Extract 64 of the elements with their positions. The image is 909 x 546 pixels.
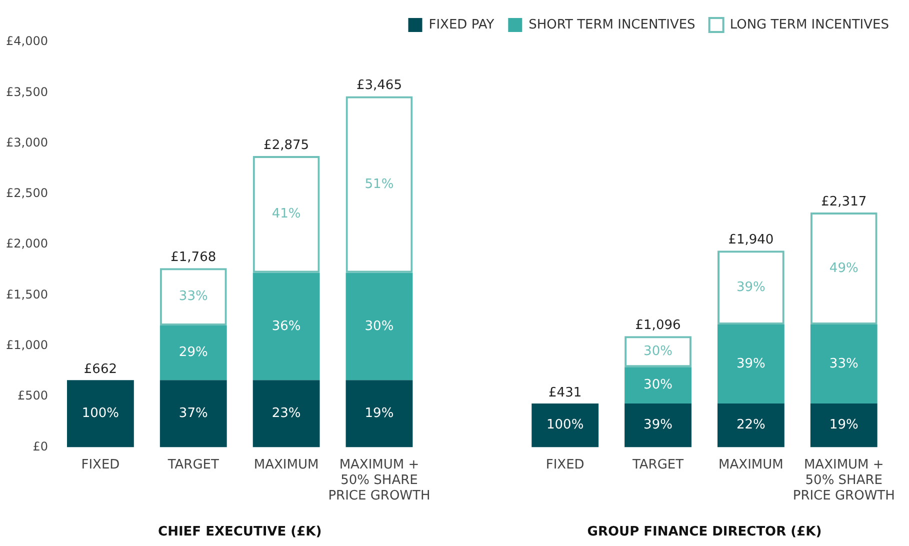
bar (624, 367, 692, 404)
annotation: 51% (364, 176, 394, 192)
total-label: £3,465 (356, 78, 402, 94)
bar (252, 380, 320, 448)
y-tick-label: £500 (17, 388, 48, 403)
annotation: 30% (364, 318, 394, 334)
bar (346, 272, 413, 380)
total-label: £1,940 (728, 232, 774, 248)
x-tick-label: MAXIMUM + 50% SHARE PRICE GROWTH (328, 457, 430, 504)
annotation: 30% (644, 344, 672, 359)
x-tick-label: FIXED (81, 457, 120, 472)
bar (160, 380, 227, 448)
total-label: £1,768 (170, 250, 216, 265)
bar (810, 324, 878, 404)
total-label: £662 (84, 362, 117, 378)
annotation: 23% (272, 406, 301, 422)
x-tick-label: FIXED (546, 457, 584, 472)
annotation: 33% (178, 289, 208, 304)
y-tick-label: £1,000 (6, 338, 48, 352)
annotation: 29% (178, 345, 208, 360)
annotation: 49% (829, 260, 858, 276)
legend-label: FIXED PAY (428, 17, 494, 32)
annotation: 19% (829, 418, 858, 433)
annotation: 39% (736, 356, 766, 372)
text: GROUP FINANCE DIRECTOR (£K) (587, 524, 822, 540)
annotation: 36% (272, 318, 301, 334)
annotation: 22% (736, 418, 766, 433)
total-label: £2,317 (821, 194, 867, 210)
bar (346, 380, 413, 448)
text: CHIEF EXECUTIVE (£K) (158, 524, 322, 540)
legend-label: LONG TERM INCENTIVES (730, 17, 889, 32)
total-label: £2,875 (264, 138, 310, 153)
annotation: 33% (829, 356, 858, 372)
y-tick-label: £2,000 (6, 236, 48, 251)
y-tick-label: £2,500 (6, 186, 48, 200)
annotation: 39% (736, 280, 766, 295)
bar (810, 404, 878, 448)
annotation: 37% (178, 406, 208, 422)
annotation: 30% (644, 378, 672, 393)
y-tick-label: £1,500 (6, 287, 48, 302)
x-tick-label: TARGET (631, 457, 684, 472)
bar (252, 272, 320, 380)
annotation: 41% (272, 206, 301, 222)
x-tick-label: MAXIMUM + 50% SHARE PRICE GROWTH (792, 457, 895, 504)
y-tick-label: £0 (32, 439, 48, 454)
x-tick-label: TARGET (166, 457, 219, 472)
y-tick-label: £3,000 (6, 135, 48, 150)
x-tick-label: MAXIMUM (254, 457, 319, 472)
total-label: £1,096 (635, 318, 681, 334)
bar (717, 404, 784, 448)
x-tick-label: MAXIMUM (718, 457, 784, 472)
annotation: 100% (546, 418, 584, 433)
bar (624, 404, 692, 448)
total-label: £431 (548, 385, 582, 400)
y-tick-label: £4,000 (6, 34, 48, 48)
bar (532, 404, 599, 448)
annotation: 39% (644, 418, 672, 433)
y-tick-label: £3,500 (6, 84, 48, 99)
bar (67, 380, 134, 448)
bar (717, 324, 784, 404)
legend-label: SHORT TERM INCENTIVES (528, 17, 696, 32)
bar (160, 325, 227, 380)
annotation: 100% (82, 406, 120, 422)
annotation: 19% (364, 406, 394, 422)
